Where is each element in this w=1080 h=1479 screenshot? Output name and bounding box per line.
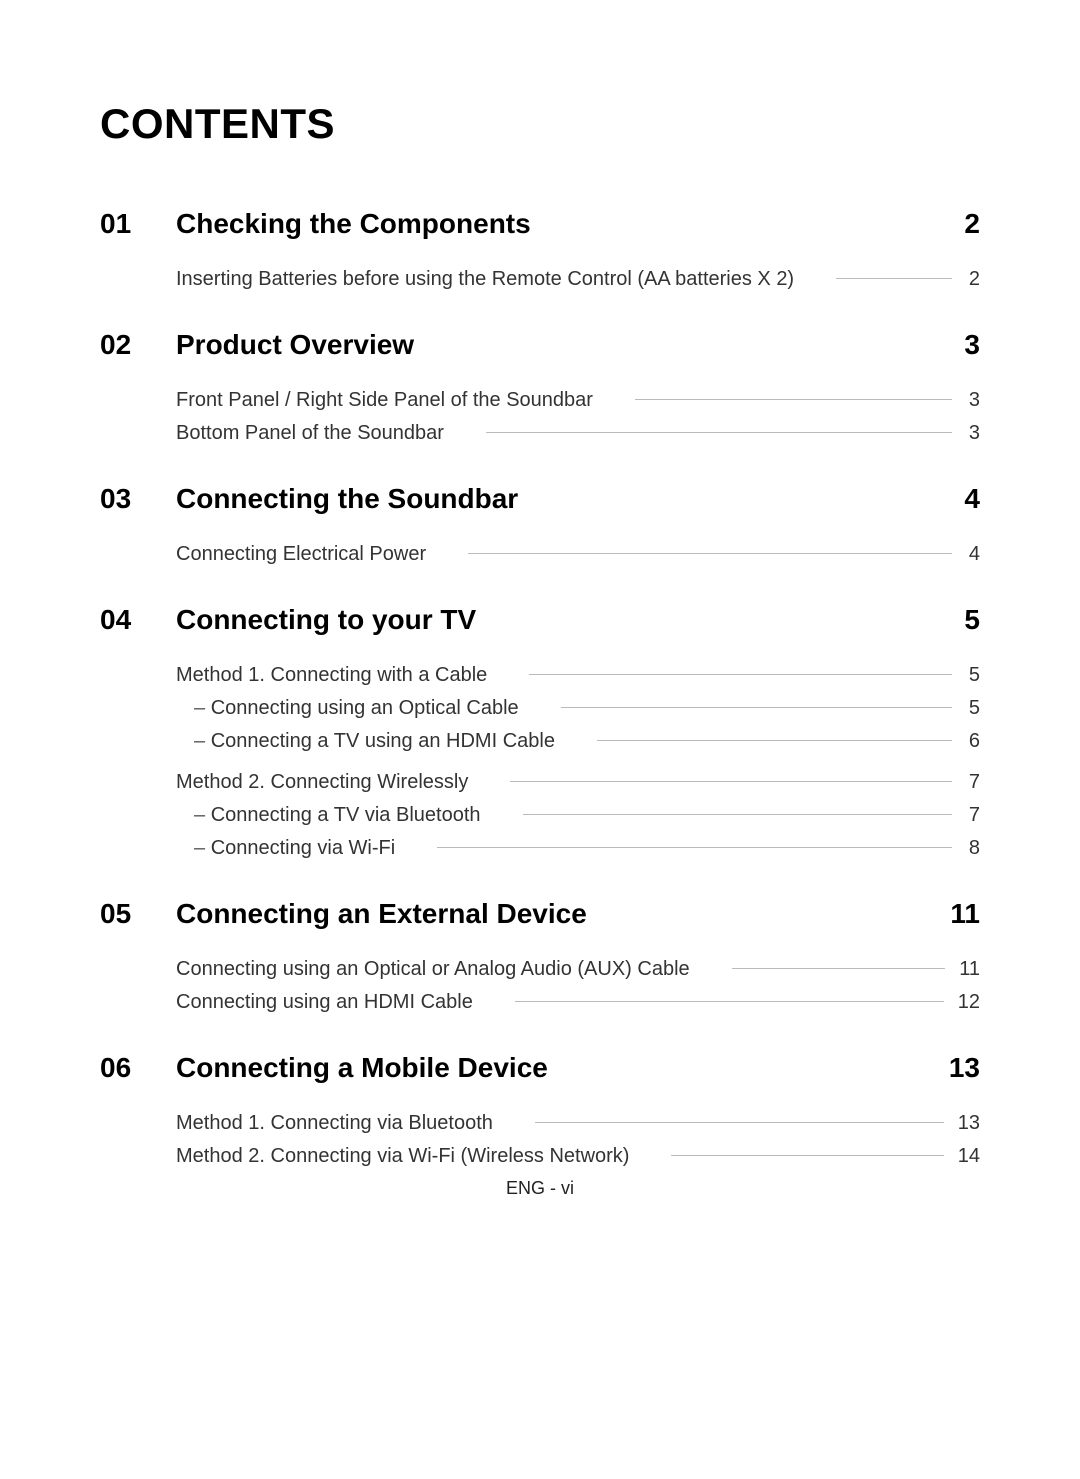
toc-section-header: 03Connecting the Soundbar4 [100, 483, 980, 515]
leader-line [437, 847, 952, 848]
page-footer: ENG - vi [0, 1178, 1080, 1199]
page-title: CONTENTS [100, 100, 980, 148]
section-items: Inserting Batteries before using the Rem… [100, 268, 980, 291]
leader-line [510, 781, 952, 782]
toc-item-page: 3 [952, 389, 980, 412]
section-title: Checking the Components [176, 208, 940, 240]
leader-line [486, 432, 952, 433]
section-items: Connecting Electrical Power 4 [100, 543, 980, 566]
section-page: 2 [940, 208, 980, 240]
toc-item-label: Connecting using an Optical or Analog Au… [176, 958, 702, 981]
section-title: Connecting the Soundbar [176, 483, 940, 515]
section-page: 4 [940, 483, 980, 515]
toc-item-label: Method 1. Connecting with a Cable [176, 664, 499, 687]
toc-item-label: Connecting Electrical Power [176, 543, 438, 566]
toc-item-label: Connecting a TV via Bluetooth [194, 804, 493, 827]
section-number: 04 [100, 604, 176, 636]
toc-section: 04Connecting to your TV5Method 1. Connec… [100, 604, 980, 860]
toc-item-label: Method 2. Connecting Wirelessly [176, 771, 480, 794]
toc-section: 02Product Overview3Front Panel / Right S… [100, 329, 980, 445]
toc-item-label: Front Panel / Right Side Panel of the So… [176, 389, 605, 412]
toc-item: Connecting using an HDMI Cable 12 [176, 991, 980, 1014]
section-title: Connecting an External Device [176, 898, 940, 930]
toc-item-label: Method 2. Connecting via Wi-Fi (Wireless… [176, 1145, 641, 1168]
section-number: 06 [100, 1052, 176, 1084]
toc-section-header: 04Connecting to your TV5 [100, 604, 980, 636]
toc-item-label: Connecting using an Optical Cable [194, 697, 531, 720]
toc-item: Method 1. Connecting via Bluetooth 13 [176, 1112, 980, 1135]
table-of-contents: 01Checking the Components2Inserting Batt… [100, 208, 980, 1168]
section-items: Method 1. Connecting via Bluetooth13Meth… [100, 1112, 980, 1168]
toc-section-header: 01Checking the Components2 [100, 208, 980, 240]
toc-section-header: 02Product Overview3 [100, 329, 980, 361]
toc-item-label: Inserting Batteries before using the Rem… [176, 268, 806, 291]
toc-item-page: 2 [952, 268, 980, 291]
toc-section-header: 05Connecting an External Device11 [100, 898, 980, 930]
toc-item-page: 5 [952, 664, 980, 687]
toc-item-page: 12 [944, 991, 980, 1014]
toc-item: Method 2. Connecting via Wi-Fi (Wireless… [176, 1145, 980, 1168]
toc-item-label: Connecting using an HDMI Cable [176, 991, 485, 1014]
toc-item-page: 14 [944, 1145, 980, 1168]
section-number: 03 [100, 483, 176, 515]
section-items: Method 1. Connecting with a Cable5Connec… [100, 664, 980, 860]
section-number: 05 [100, 898, 176, 930]
section-title: Product Overview [176, 329, 940, 361]
leader-line [515, 1001, 944, 1002]
toc-item: Connecting a TV via Bluetooth 7 [176, 804, 980, 827]
toc-item-page: 5 [952, 697, 980, 720]
section-page: 11 [940, 898, 980, 930]
section-number: 02 [100, 329, 176, 361]
leader-line [836, 278, 952, 279]
leader-line [468, 553, 952, 554]
toc-item: Method 1. Connecting with a Cable 5 [176, 664, 980, 687]
leader-line [535, 1122, 944, 1123]
toc-item: Front Panel / Right Side Panel of the So… [176, 389, 980, 412]
toc-item: Inserting Batteries before using the Rem… [176, 268, 980, 291]
toc-item-page: 7 [952, 804, 980, 827]
toc-section: 06Connecting a Mobile Device13Method 1. … [100, 1052, 980, 1168]
leader-line [523, 814, 953, 815]
toc-item: Connecting Electrical Power 4 [176, 543, 980, 566]
toc-item-page: 8 [952, 837, 980, 860]
leader-line [635, 399, 952, 400]
leader-line [732, 968, 946, 969]
toc-section-header: 06Connecting a Mobile Device13 [100, 1052, 980, 1084]
leader-line [561, 707, 952, 708]
toc-item-page: 3 [952, 422, 980, 445]
toc-section: 01Checking the Components2Inserting Batt… [100, 208, 980, 291]
toc-item-label: Method 1. Connecting via Bluetooth [176, 1112, 505, 1135]
toc-item: Bottom Panel of the Soundbar 3 [176, 422, 980, 445]
toc-item-page: 6 [952, 730, 980, 753]
section-page: 3 [940, 329, 980, 361]
toc-section: 03Connecting the Soundbar4Connecting Ele… [100, 483, 980, 566]
section-page: 5 [940, 604, 980, 636]
leader-line [529, 674, 952, 675]
toc-item-page: 11 [945, 958, 980, 981]
section-items: Front Panel / Right Side Panel of the So… [100, 389, 980, 445]
toc-item: Connecting a TV using an HDMI Cable 6 [176, 730, 980, 753]
toc-section: 05Connecting an External Device11Connect… [100, 898, 980, 1014]
toc-item-label: Bottom Panel of the Soundbar [176, 422, 456, 445]
section-title: Connecting a Mobile Device [176, 1052, 940, 1084]
leader-line [597, 740, 952, 741]
leader-line [671, 1155, 943, 1156]
toc-item-page: 13 [944, 1112, 980, 1135]
toc-item: Connecting using an Optical Cable 5 [176, 697, 980, 720]
toc-item-label: Connecting a TV using an HDMI Cable [194, 730, 567, 753]
toc-item-label: Connecting via Wi-Fi [194, 837, 407, 860]
toc-item: Connecting via Wi-Fi 8 [176, 837, 980, 860]
toc-item-page: 4 [952, 543, 980, 566]
section-number: 01 [100, 208, 176, 240]
section-title: Connecting to your TV [176, 604, 940, 636]
section-page: 13 [940, 1052, 980, 1084]
toc-item-page: 7 [952, 771, 980, 794]
section-items: Connecting using an Optical or Analog Au… [100, 958, 980, 1014]
toc-item: Connecting using an Optical or Analog Au… [176, 958, 980, 981]
toc-item: Method 2. Connecting Wirelessly 7 [176, 771, 980, 794]
